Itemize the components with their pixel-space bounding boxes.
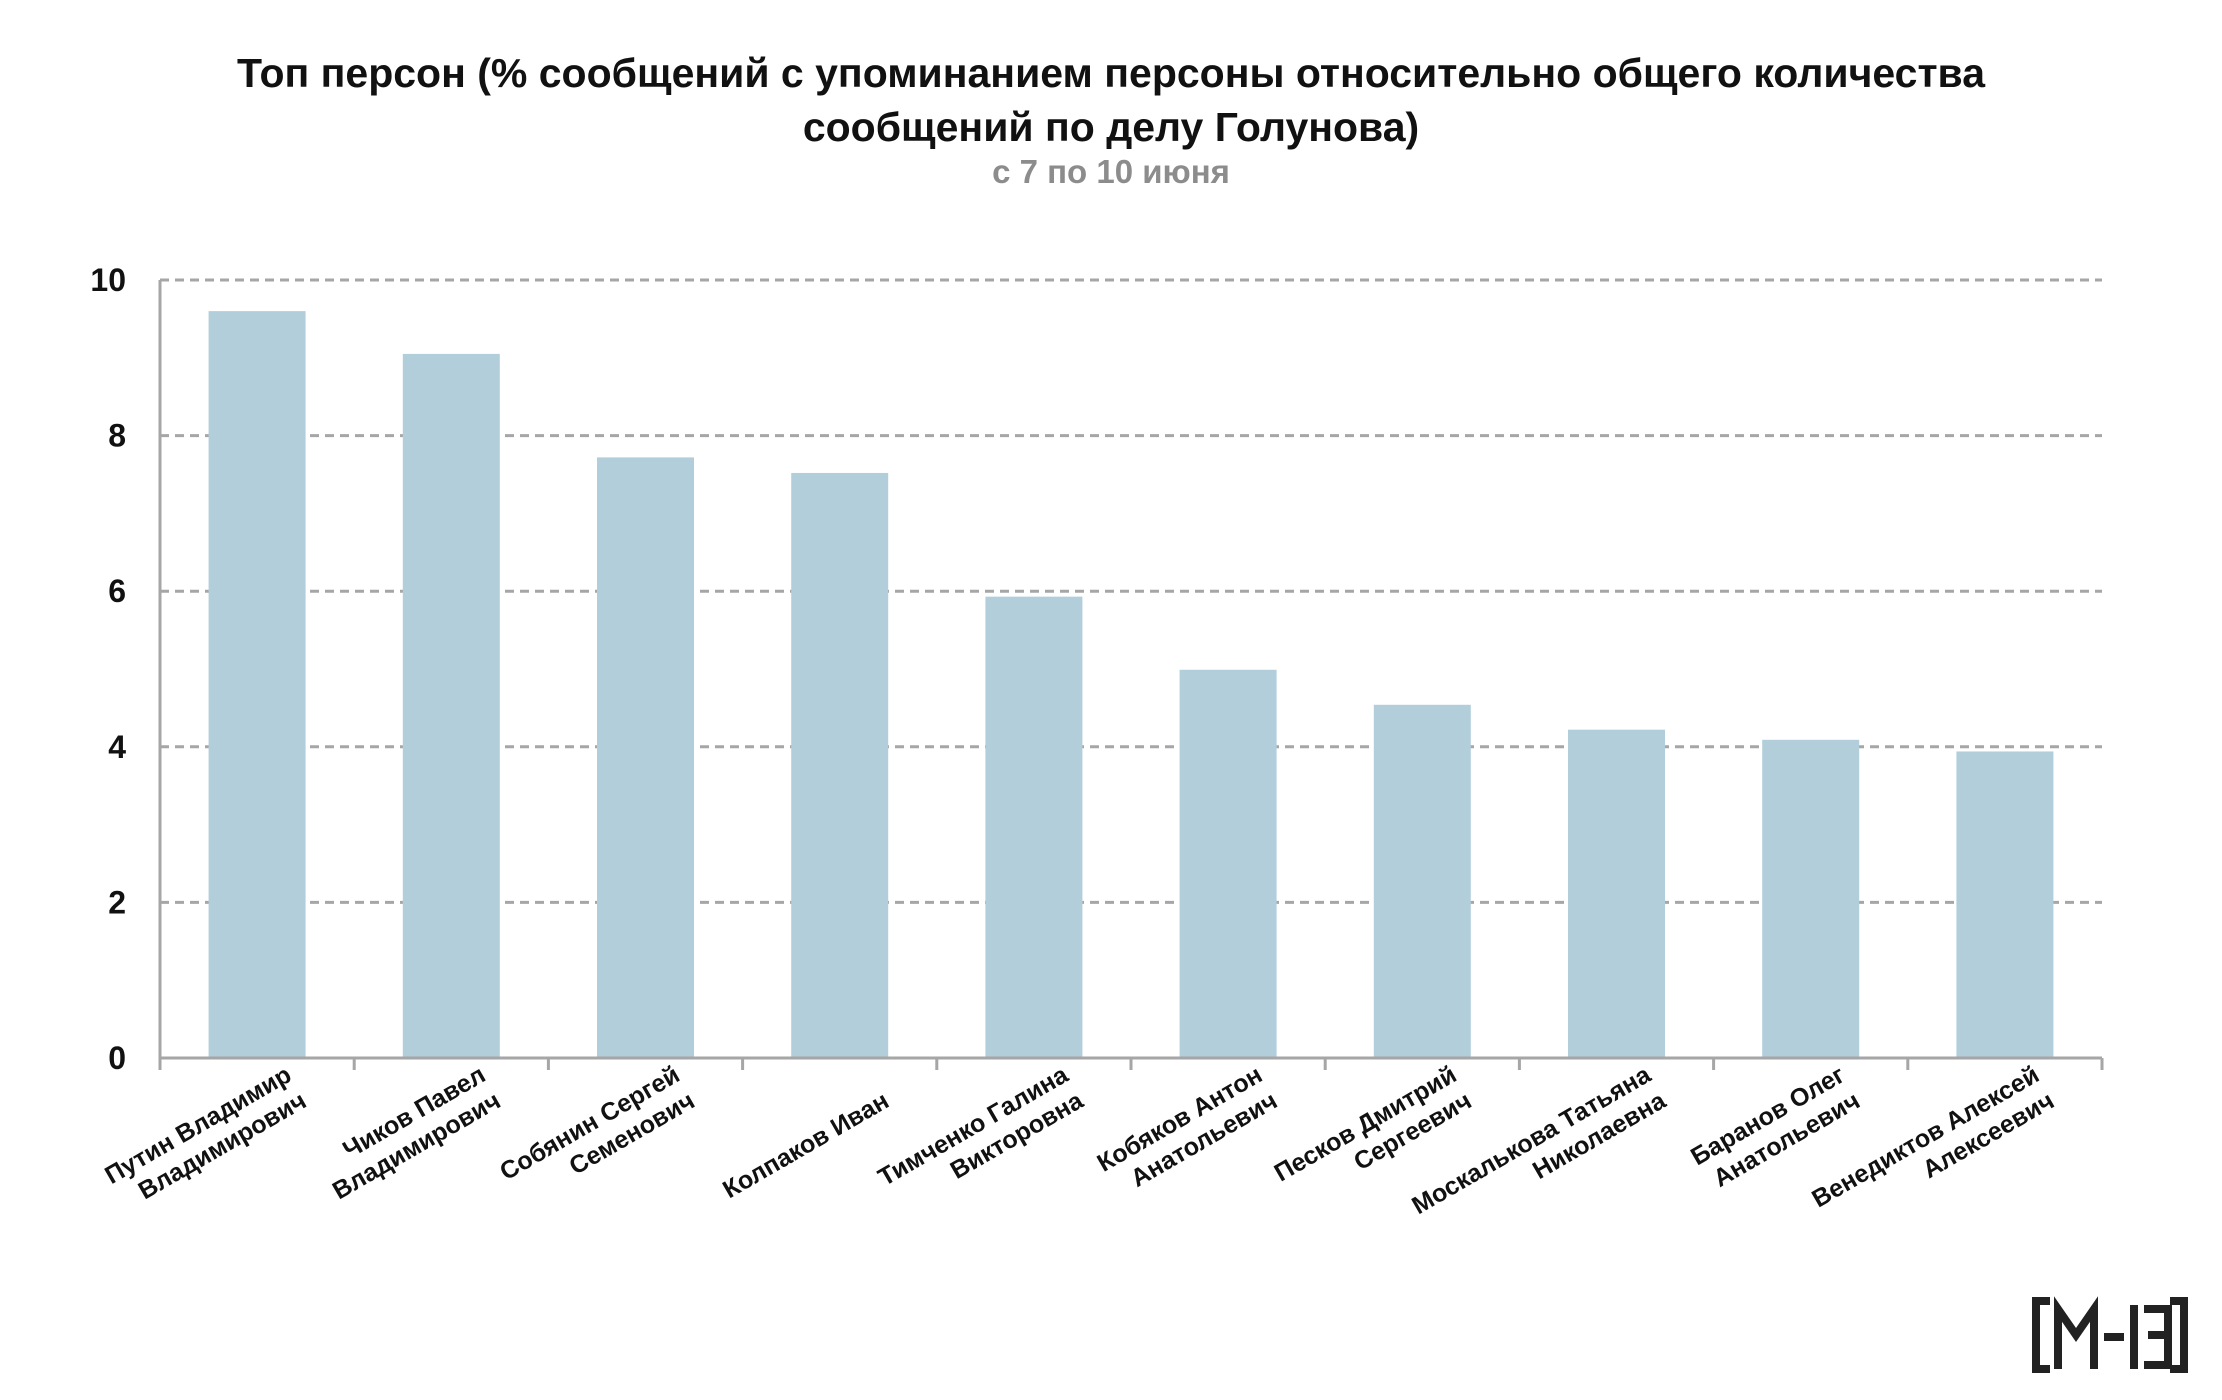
y-tick-label: 0 bbox=[108, 1040, 126, 1076]
y-tick-label: 4 bbox=[108, 729, 126, 765]
y-tick-label: 6 bbox=[108, 573, 126, 609]
chart-title-line-2: сообщений по делу Голунова) bbox=[802, 104, 1420, 150]
bar bbox=[402, 353, 500, 1058]
chart-title: Топ персон (% сообщений с упоминанием пе… bbox=[0, 46, 2222, 154]
y-tick-label: 2 bbox=[108, 884, 126, 920]
bar bbox=[1373, 704, 1471, 1058]
bar bbox=[1762, 739, 1860, 1058]
x-tick-label: Путин ВладимирВладимирович bbox=[100, 1061, 311, 1216]
y-tick-label: 10 bbox=[90, 262, 126, 298]
x-tick-label: Колпаков Иван bbox=[718, 1087, 894, 1205]
x-tick-label: Чиков ПавелВладимирович bbox=[313, 1061, 505, 1206]
bar bbox=[1568, 729, 1665, 1058]
x-tick-label: Собянин СергейСеменович bbox=[495, 1061, 699, 1212]
x-tick-label: Кобяков АнтонАнатольевич bbox=[1093, 1061, 1283, 1204]
bar bbox=[791, 472, 889, 1059]
chart-title-line-1: Топ персон (% сообщений с упоминанием пе… bbox=[236, 50, 1985, 96]
chart-subtitle: с 7 по 10 июня bbox=[992, 153, 1230, 190]
x-tick-label-line: Колпаков Иван bbox=[718, 1087, 894, 1205]
m13-logo bbox=[2032, 1296, 2188, 1373]
bar bbox=[1179, 669, 1277, 1058]
bar bbox=[597, 457, 694, 1058]
x-tick-label: Тимченко ГалинаВикторовна bbox=[873, 1060, 1088, 1218]
bar bbox=[208, 311, 306, 1058]
bar bbox=[1956, 751, 2054, 1058]
bar bbox=[985, 596, 1083, 1058]
y-tick-label: 8 bbox=[108, 418, 126, 454]
